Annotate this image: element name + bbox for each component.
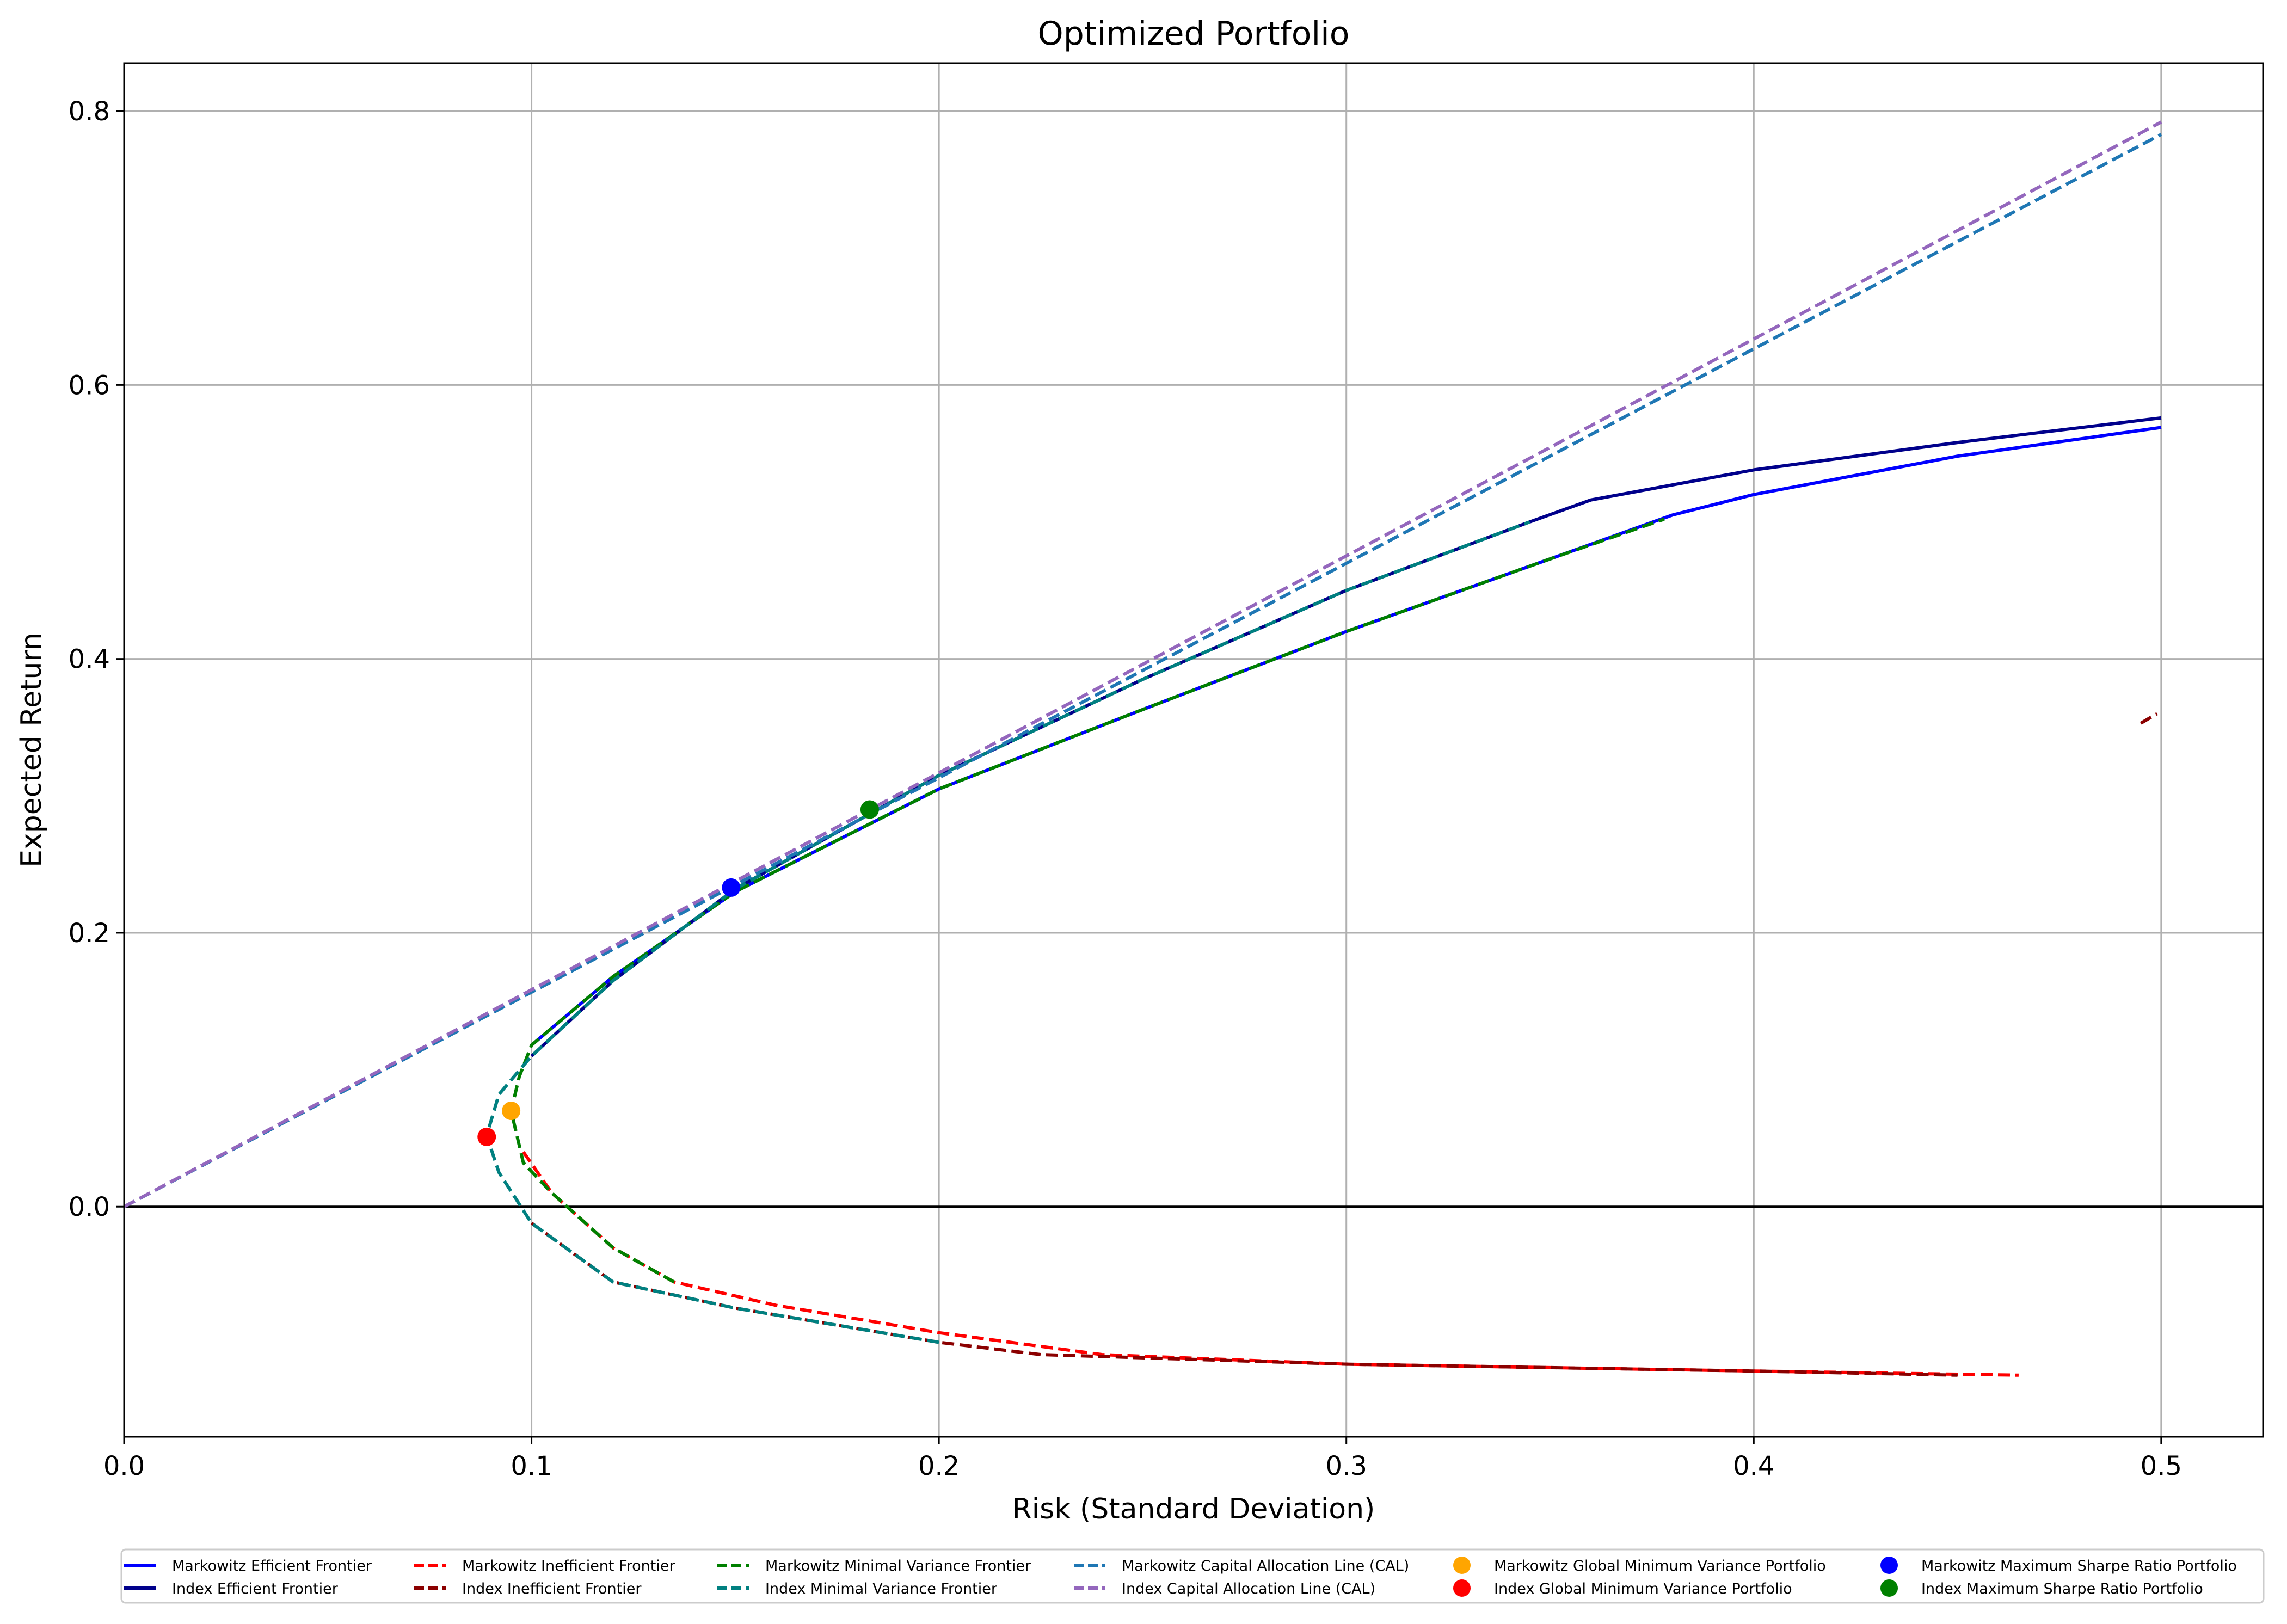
legend-label: Markowitz Maximum Sharpe Ratio Portfolio xyxy=(1921,1558,2237,1574)
x-axis-ticks: 0.0 0.1 0.2 0.3 0.4 0.5 xyxy=(103,1437,2182,1481)
index-maximum-sharpe-ratio-portfolio-marker xyxy=(860,800,879,819)
markowitz-global-minimum-variance-portfolio-marker xyxy=(502,1102,521,1121)
legend-label: Markowitz Global Minimum Variance Portfo… xyxy=(1494,1558,1826,1574)
y-tick-label: 0.6 xyxy=(69,370,110,401)
legend-label: Index Efficient Frontier xyxy=(172,1580,339,1597)
index-global-minimum-variance-portfolio-marker xyxy=(477,1127,496,1146)
markowitz-capital-allocation-line-cal-line xyxy=(123,133,2162,1208)
y-tick-label: 0.2 xyxy=(69,918,110,949)
markowitz-minimal-variance-frontier-line xyxy=(509,518,1665,1284)
index-capital-allocation-line-cal-line xyxy=(123,120,2162,1208)
y-axis-title: Expected Return xyxy=(15,632,48,868)
legend-label: Markowitz Capital Allocation Line (CAL) xyxy=(1122,1558,1409,1574)
x-tick-label: 0.1 xyxy=(511,1451,552,1481)
legend-label: Markowitz Efficient Frontier xyxy=(172,1558,372,1574)
index-inefficient-frontier-line xyxy=(2140,712,2158,725)
legend-label: Index Maximum Sharpe Ratio Portfolio xyxy=(1921,1580,2203,1597)
legend-swatch xyxy=(1880,1579,1898,1597)
x-tick-label: 0.5 xyxy=(2141,1451,2182,1481)
x-tick-label: 0.0 xyxy=(103,1451,145,1481)
legend-swatch xyxy=(1880,1557,1898,1574)
marker-layer xyxy=(477,800,879,1146)
legend-label: Index Minimal Variance Frontier xyxy=(765,1580,998,1597)
index-minimal-variance-frontier-line xyxy=(485,520,1530,1344)
chart-title: Optimized Portfolio xyxy=(1037,15,1349,53)
legend-label: Markowitz Minimal Variance Frontier xyxy=(765,1558,1031,1574)
legend: Markowitz Efficient Frontier Index Effici… xyxy=(124,1557,2237,1597)
legend-box xyxy=(120,1548,2265,1604)
x-tick-label: 0.2 xyxy=(918,1451,960,1481)
legend-label: Index Inefficient Frontier xyxy=(462,1580,642,1597)
legend-swatch xyxy=(1453,1557,1471,1574)
y-tick-label: 0.4 xyxy=(69,644,110,675)
y-tick-label: 0.8 xyxy=(69,96,110,127)
legend-swatch xyxy=(1453,1579,1471,1597)
plot-frame xyxy=(123,62,2264,1438)
x-tick-label: 0.3 xyxy=(1326,1451,1367,1481)
x-tick-label: 0.4 xyxy=(1733,1451,1774,1481)
markowitz-maximum-sharpe-ratio-portfolio-marker xyxy=(722,878,741,897)
legend-label: Markowitz Inefficient Frontier xyxy=(462,1558,675,1574)
y-axis-ticks: 0.0 0.2 0.4 0.6 0.8 xyxy=(69,96,124,1222)
series-layer xyxy=(123,120,2162,1377)
legend-label: Index Capital Allocation Line (CAL) xyxy=(1122,1580,1375,1597)
legend-label: Index Global Minimum Variance Portfolio xyxy=(1494,1580,1792,1597)
y-tick-label: 0.0 xyxy=(69,1192,110,1222)
x-axis-title: Risk (Standard Deviation) xyxy=(1012,1493,1375,1525)
